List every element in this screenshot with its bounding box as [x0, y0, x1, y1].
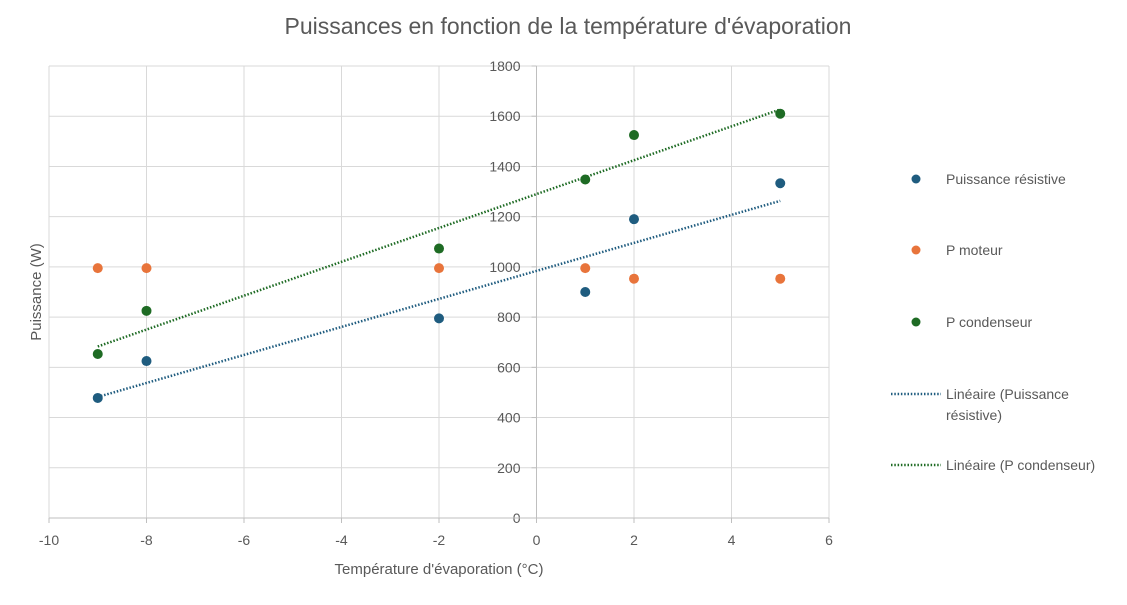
x-tick-label: 0	[533, 532, 541, 548]
legend-label: P moteur	[946, 242, 1003, 258]
legend-label: P condenseur	[946, 314, 1032, 330]
legend-marker	[911, 245, 921, 255]
data-point	[92, 392, 103, 403]
data-point	[775, 178, 786, 189]
x-tick-label: -6	[238, 532, 251, 548]
data-point	[775, 108, 786, 119]
chart-title: Puissances en fonction de la température…	[285, 13, 852, 39]
data-point	[141, 263, 152, 274]
x-tick-label: 2	[630, 532, 638, 548]
data-point	[141, 356, 152, 367]
legend-label: Puissance résistive	[946, 171, 1066, 187]
legend-label: Linéaire (Puissance résistive)	[946, 386, 1069, 423]
y-tick-label: 1800	[489, 58, 520, 74]
y-tick-label: 600	[497, 359, 521, 375]
x-axis-label: Température d'évaporation (°C)	[335, 561, 544, 578]
data-point	[434, 243, 444, 254]
data-point	[629, 273, 639, 284]
y-tick-label: 400	[497, 410, 521, 426]
x-tick-label: 4	[728, 532, 736, 548]
data-points	[92, 108, 786, 403]
x-tick-label: -8	[140, 532, 153, 548]
y-tick-label: 200	[497, 460, 521, 476]
trendline	[97, 199, 781, 399]
data-point	[141, 305, 152, 316]
x-tick-label: -10	[39, 532, 59, 548]
data-point	[434, 263, 444, 274]
data-point	[434, 313, 444, 324]
y-axis-label: Puissance (W)	[28, 243, 45, 341]
legend: Puissance résistive P moteur P condenseur L…	[891, 171, 1095, 473]
trendline	[97, 108, 781, 348]
y-tick-label: 1600	[489, 108, 520, 124]
data-point	[629, 130, 639, 141]
data-point	[580, 287, 591, 297]
data-point	[629, 214, 639, 225]
data-point	[775, 273, 786, 284]
x-tick-label: 6	[825, 532, 833, 548]
data-point	[92, 349, 103, 360]
legend-marker	[911, 174, 921, 184]
grid	[48, 65, 830, 518]
y-tick-label: 800	[497, 309, 521, 325]
axes: -10 -8 -6 -4 -2 0 2 4 60200400600800100012001400…	[39, 58, 833, 548]
data-point	[92, 263, 103, 274]
legend-label: Linéaire (P condenseur)	[946, 457, 1095, 473]
data-point	[580, 174, 591, 185]
legend-marker	[911, 317, 921, 327]
x-tick-label: -4	[335, 532, 348, 548]
y-tick-label: 1200	[489, 209, 520, 225]
x-tick-label: -2	[433, 532, 446, 548]
trendlines	[97, 108, 781, 399]
y-tick-label: 1000	[489, 259, 520, 275]
y-tick-label: 1400	[489, 158, 520, 174]
data-point	[580, 263, 591, 274]
